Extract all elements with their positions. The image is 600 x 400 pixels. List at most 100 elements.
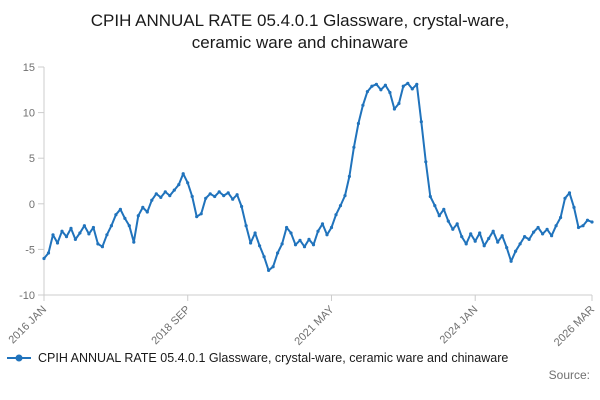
data-point-marker [280, 242, 284, 246]
data-point-marker [226, 191, 230, 195]
data-point-marker [460, 234, 464, 239]
data-point-marker [253, 231, 257, 235]
data-point-marker [581, 223, 585, 228]
data-point-marker [172, 188, 176, 192]
data-point-marker [491, 229, 495, 233]
data-point-marker [487, 236, 491, 240]
data-point-marker [82, 223, 86, 228]
x-tick-label: 2016 JAN [6, 303, 49, 346]
data-point-marker [195, 214, 199, 219]
data-point-marker [267, 268, 271, 272]
data-point-marker [496, 240, 500, 244]
data-point-marker [73, 237, 77, 241]
y-tick-label: 0 [29, 199, 35, 211]
data-point-marker [114, 212, 118, 217]
data-point-marker [419, 119, 423, 124]
data-point-marker [190, 194, 194, 198]
data-point-marker [123, 216, 127, 220]
data-point-marker [356, 121, 360, 125]
data-point-marker [154, 192, 158, 196]
data-point-marker [199, 212, 203, 216]
data-point-marker [91, 225, 95, 229]
data-point-marker [585, 218, 590, 222]
data-point-marker [550, 233, 554, 238]
data-point-marker [249, 241, 253, 245]
data-point-marker [563, 196, 567, 200]
data-point-marker [343, 193, 347, 198]
data-point-marker [132, 240, 136, 244]
data-point-marker [258, 244, 262, 248]
data-point-marker [298, 238, 302, 242]
data-point-marker [464, 242, 468, 246]
data-point-marker [289, 231, 293, 235]
chart-page: CPIH ANNUAL RATE 05.4.0.1 Glassware, cry… [0, 10, 600, 400]
data-point-marker [42, 256, 46, 260]
data-point-marker [514, 249, 518, 253]
data-point-marker [150, 198, 154, 202]
data-point-marker [262, 254, 266, 259]
data-point-marker [271, 264, 275, 269]
legend-item[interactable]: CPIH ANNUAL RATE 05.4.0.1 Glassware, cry… [0, 351, 600, 365]
data-point-marker [365, 89, 369, 94]
data-point-marker [69, 226, 73, 230]
data-point-marker [204, 196, 208, 200]
data-point-marker [554, 223, 558, 228]
data-point-marker [329, 225, 334, 229]
data-point-marker [177, 182, 181, 187]
data-point-marker [523, 234, 527, 239]
data-point-marker [361, 103, 365, 107]
data-point-marker [208, 192, 212, 196]
data-point-marker [235, 192, 239, 197]
data-point-marker [181, 171, 185, 176]
data-point-marker [347, 174, 351, 178]
data-point-marker [401, 84, 405, 88]
data-point-marker [451, 227, 455, 231]
chart-title: CPIH ANNUAL RATE 05.4.0.1 Glassware, cry… [90, 11, 510, 53]
data-point-marker [482, 244, 486, 248]
data-point-marker [213, 194, 217, 198]
data-point-marker [96, 242, 100, 246]
data-point-marker [240, 204, 244, 208]
data-point-marker [302, 244, 307, 249]
data-point-marker [433, 203, 437, 208]
data-point-marker [127, 223, 131, 228]
data-point-marker [231, 197, 235, 201]
data-point-marker [455, 222, 459, 226]
data-point-marker [559, 215, 563, 219]
x-tick-label: 2018 SEP [149, 304, 193, 348]
data-point-marker [572, 205, 576, 209]
data-point-marker [55, 241, 60, 245]
data-point-marker [532, 230, 536, 234]
data-point-marker [469, 232, 473, 236]
legend-line-marker-icon [7, 354, 31, 362]
data-point-marker [78, 231, 82, 235]
data-point-marker [311, 243, 316, 247]
data-point-marker [383, 83, 387, 87]
data-point-marker [316, 229, 320, 233]
data-point-marker [374, 82, 378, 86]
data-point-marker [60, 229, 64, 233]
data-point-marker [536, 225, 540, 229]
data-point-marker [87, 232, 91, 236]
data-point-marker [320, 222, 325, 226]
data-point-marker [109, 223, 113, 228]
data-point-marker [276, 251, 280, 255]
data-point-marker [541, 232, 545, 236]
data-point-marker [446, 219, 450, 223]
data-point-marker [163, 190, 167, 194]
data-point-marker [567, 191, 572, 195]
data-point-marker [406, 81, 410, 85]
y-tick-label: 10 [23, 107, 35, 119]
data-point-marker [141, 205, 145, 209]
data-point-marker [379, 88, 383, 92]
data-point-marker [168, 193, 172, 198]
data-point-marker [159, 195, 163, 199]
source-label: Source: [548, 367, 590, 382]
data-point-marker [285, 225, 289, 229]
y-tick-label: 15 [23, 62, 35, 74]
data-point-marker [105, 233, 109, 237]
data-point-marker [325, 233, 329, 237]
data-point-marker [473, 239, 477, 243]
data-point-marker [64, 234, 69, 239]
